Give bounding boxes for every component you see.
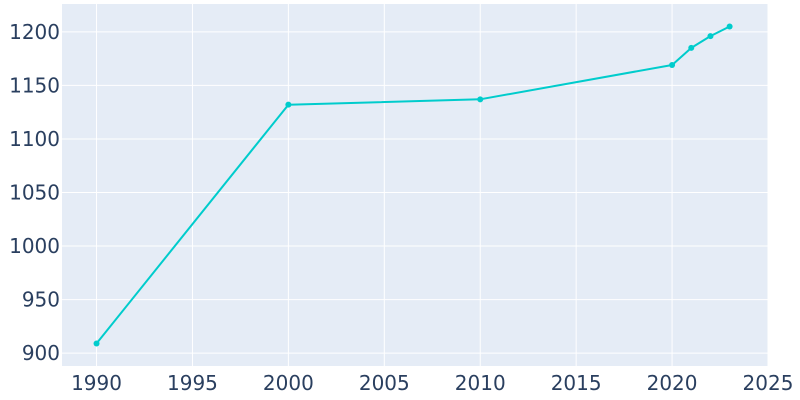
data-point [688,44,695,51]
y-tick-label: 1050 [9,180,60,204]
x-tick-label: 2020 [647,371,698,395]
y-axis-ticks: 900 950 1000 1050 1100 1150 1200 [9,20,60,365]
data-point [669,62,676,69]
data-point [726,23,733,30]
y-tick-label: 900 [22,341,60,365]
data-point [93,340,100,347]
x-tick-label: 1995 [167,371,218,395]
x-tick-label: 2015 [551,371,602,395]
x-tick-label: 2000 [263,371,314,395]
y-gridlines [62,31,768,354]
y-tick-label: 1100 [9,127,60,151]
x-axis-ticks: 1990 1995 2000 2005 2010 2015 2020 2025 [71,371,793,395]
y-tick-label: 1000 [9,234,60,258]
plot-area [62,4,768,366]
x-tick-label: 2010 [455,371,506,395]
data-point [285,101,292,108]
y-tick-label: 950 [22,288,60,312]
x-tick-label: 2005 [359,371,410,395]
data-point [477,96,484,103]
x-tick-label: 1990 [71,371,122,395]
y-tick-label: 1200 [9,20,60,44]
series-layer [93,23,733,347]
x-tick-label: 2025 [743,371,794,395]
data-point [707,33,714,40]
y-tick-label: 1150 [9,73,60,97]
